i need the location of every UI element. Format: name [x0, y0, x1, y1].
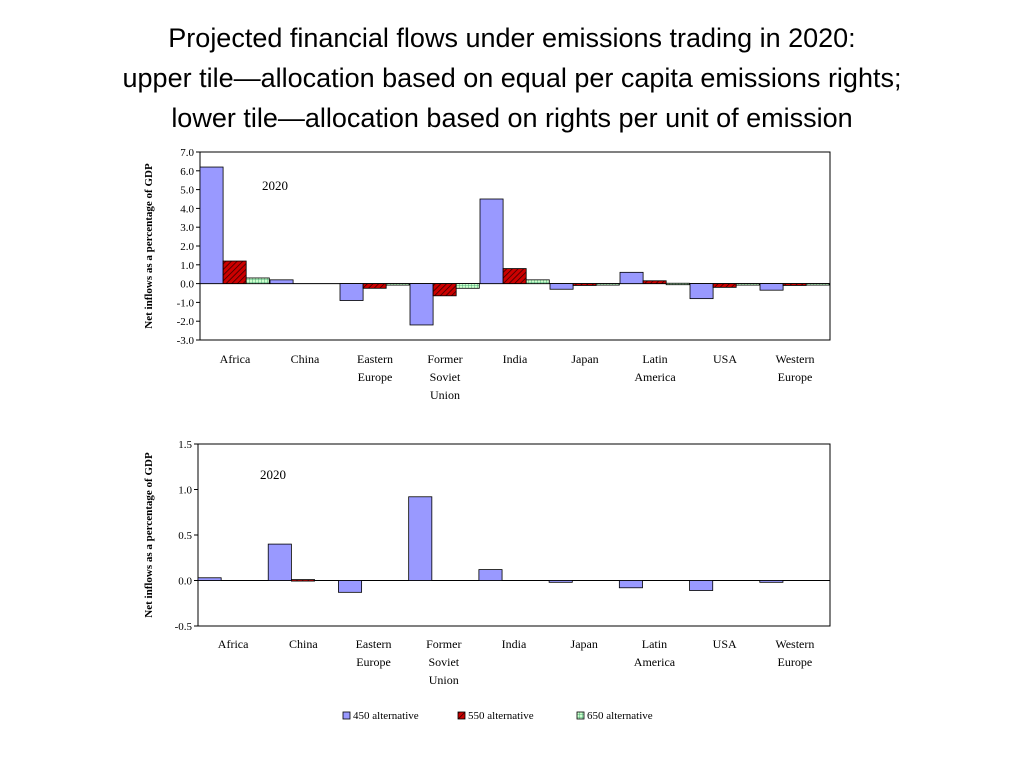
bar-s450-0: [199, 166, 224, 284]
category-label: Latin America: [634, 352, 676, 384]
category-label: Japan: [571, 352, 598, 366]
category-label: USA: [713, 352, 737, 366]
category-label: USA: [713, 637, 737, 651]
category-label: Africa: [220, 352, 251, 366]
bar-s550-5: [572, 283, 597, 286]
bar-s450-8: [759, 283, 784, 291]
bar-s650-5: [595, 283, 620, 286]
bar-s450-2: [339, 283, 364, 301]
legend-swatch-s550: [457, 711, 466, 720]
slide-title: Projected financial flows under emission…: [0, 18, 1024, 138]
bar-s450-1: [267, 543, 292, 581]
plot-frame: [199, 151, 831, 341]
bar-s650-2: [385, 283, 410, 286]
bar-s550-7: [712, 283, 737, 288]
plot-frame: [197, 443, 831, 627]
bar-s650-6: [665, 282, 690, 286]
year-annotation: 2020: [260, 467, 286, 482]
y-axis-title: Net inflows as a percentage of GDP: [143, 163, 155, 329]
bar-s450-2: [338, 580, 363, 593]
bar-s450-3: [408, 496, 433, 581]
category-label: China: [289, 637, 318, 651]
category-label: Latin America: [634, 637, 676, 669]
bar-s450-8: [759, 580, 784, 583]
title-line-1: Projected financial flows under emission…: [168, 23, 856, 53]
y-axis-title: Net inflows as a percentage of GDP: [143, 452, 155, 618]
y-tick-label: 1.5: [178, 439, 192, 451]
bar-s450-6: [619, 271, 644, 285]
y-tick-label: -3.0: [177, 335, 195, 347]
y-tick-label: 0.0: [180, 279, 194, 291]
category-label: Eastern Europe: [356, 637, 392, 669]
legend-label-s550: 550 alternative: [468, 710, 534, 722]
legend-swatch-s450: [342, 711, 351, 720]
y-tick-label: 6.0: [180, 166, 194, 178]
category-label: China: [291, 352, 320, 366]
y-tick-label: 1.0: [180, 260, 194, 272]
category-label: Western Europe: [775, 352, 814, 384]
bar-s450-3: [409, 283, 434, 326]
y-tick-label: 4.0: [180, 203, 194, 215]
category-label: Eastern Europe: [357, 352, 393, 384]
bar-s450-6: [618, 580, 643, 589]
bar-s450-1: [269, 279, 294, 284]
category-label: Western Europe: [775, 637, 814, 669]
bar-s550-1: [290, 579, 315, 582]
bar-s550-3: [432, 283, 457, 297]
y-tick-label: 0.5: [178, 530, 192, 542]
category-label: India: [503, 352, 528, 366]
bar-s550-6: [642, 280, 667, 284]
y-tick-label: -2.0: [177, 316, 195, 328]
bar-s550-2: [362, 283, 387, 289]
year-annotation: 2020: [262, 178, 288, 193]
bar-s550-4: [502, 268, 527, 284]
title-line-3: lower tile—allocation based on rights pe…: [171, 103, 853, 133]
category-label: India: [502, 637, 527, 651]
legend-swatch-s650: [576, 711, 585, 720]
category-label: Japan: [571, 637, 598, 651]
y-tick-label: -0.5: [175, 621, 193, 633]
bar-s450-4: [478, 569, 503, 581]
bar-s450-7: [689, 580, 714, 591]
legend-label-s650: 650 alternative: [587, 710, 653, 722]
chart-legend: 450 alternative 550 alternative 650 altern…: [342, 710, 653, 722]
bar-s650-8: [805, 283, 830, 286]
y-tick-label: -1.0: [177, 297, 195, 309]
bar-s650-4: [525, 279, 550, 284]
bar-s450-0: [197, 577, 222, 581]
bar-s550-8: [782, 283, 807, 286]
y-tick-label: 7.0: [180, 147, 194, 159]
lower-chart: 1.5 1.0 0.5 0.0 -0.5 Net inflows as a percent…: [143, 439, 831, 687]
bar-s650-0: [245, 277, 270, 284]
category-label: Africa: [218, 637, 249, 651]
bar-s450-4: [479, 198, 504, 284]
bar-s550-0: [222, 260, 247, 285]
y-tick-label: 3.0: [180, 222, 194, 234]
bar-s450-5: [549, 283, 574, 290]
y-tick-label: 2.0: [180, 241, 194, 253]
title-line-2: upper tile—allocation based on equal per…: [122, 63, 902, 93]
y-tick-label: 1.0: [178, 485, 192, 497]
y-tick-label: 5.0: [180, 185, 194, 197]
y-tick-label: 0.0: [178, 576, 192, 588]
bar-s650-3: [455, 283, 480, 289]
bar-s450-7: [689, 283, 714, 300]
category-label: Former Soviet Union: [427, 352, 462, 402]
upper-chart: 7.0 6.0 5.0 4.0 3.0 2.0 1.0 0.0 -1.0 -2.0 -3.0 Net …: [143, 147, 831, 402]
bar-s450-5: [548, 580, 573, 583]
legend-label-s450: 450 alternative: [353, 710, 419, 722]
bar-s650-7: [735, 283, 760, 286]
category-label: Former Soviet Union: [426, 637, 461, 687]
